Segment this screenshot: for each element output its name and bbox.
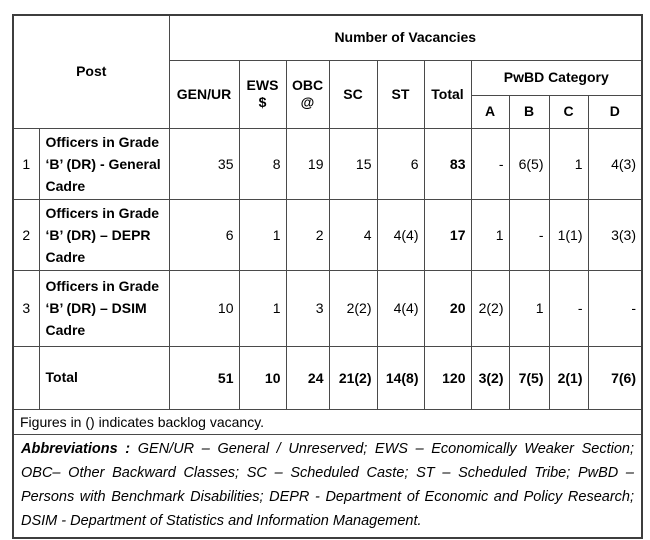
total-sno-empty — [12, 345, 40, 410]
header-st: ST — [376, 59, 425, 129]
header-row-top: Post Number of Vacancies — [12, 14, 643, 129]
value-cell: 4(4) — [376, 269, 425, 347]
value-cell-total: 20 — [423, 269, 472, 347]
value-cell-total: 17 — [423, 198, 472, 271]
header-row-pwbd-subcols: A B C D — [13, 94, 643, 129]
abbreviations-note: Abbreviations : GEN/UR – General / Unres… — [12, 433, 643, 538]
value-cell: 1 — [508, 269, 550, 347]
value-cell: 6(5) — [508, 127, 550, 200]
value-cell-total: 83 — [423, 127, 472, 200]
value-cell: 2 — [285, 198, 330, 271]
total-row: Total 51 10 24 21(2) 14(8) 120 3(2) 7(5)… — [12, 345, 643, 410]
header-total: Total — [423, 59, 472, 129]
value-cell: 2(2) — [328, 269, 378, 347]
total-value-cell: 7(6) — [587, 345, 643, 410]
value-cell: 19 — [285, 127, 330, 200]
header-number-of-vacancies: Number of Vacancies — [168, 14, 643, 61]
value-cell: 1 — [238, 269, 287, 347]
backlog-note: Figures in () indicates backlog vacancy. — [12, 408, 643, 435]
post-cell: Officers in Grade ‘B’ (DR) – DSIM Cadre — [38, 269, 170, 347]
sno-cell: 3 — [12, 269, 40, 347]
value-cell: 15 — [328, 127, 378, 200]
value-cell: 10 — [168, 269, 240, 347]
value-cell: 1(1) — [548, 198, 589, 271]
value-cell: 35 — [168, 127, 240, 200]
value-cell: - — [470, 127, 510, 200]
post-cell: Officers in Grade ‘B’ (DR) - General Cad… — [38, 127, 170, 200]
header-sc: SC — [328, 59, 378, 129]
header-pwbd-a: A — [470, 94, 510, 129]
header-pwbd-b: B — [508, 94, 550, 129]
header-pwbd-category: PwBD Category — [470, 59, 643, 96]
header-obc: OBC @ — [285, 59, 330, 129]
total-value-cell: 21(2) — [328, 345, 378, 410]
abbreviations-text: GEN/UR – General / Unreserved; EWS – Eco… — [21, 440, 635, 529]
vacancy-row-2: 2 Officers in Grade ‘B’ (DR) – DEPR Cadr… — [12, 198, 643, 271]
total-value-cell: 10 — [238, 345, 287, 410]
total-value-cell: 7(5) — [508, 345, 550, 410]
total-value-cell: 14(8) — [376, 345, 425, 410]
value-cell: 6 — [168, 198, 240, 271]
header-post: Post — [12, 14, 170, 129]
total-value-cell: 51 — [168, 345, 240, 410]
sno-cell: 2 — [12, 198, 40, 271]
value-cell: 1 — [238, 198, 287, 271]
value-cell: 8 — [238, 127, 287, 200]
value-cell: - — [548, 269, 589, 347]
total-value-cell: 24 — [285, 345, 330, 410]
vacancy-row-1: 1 Officers in Grade ‘B’ (DR) - General C… — [12, 127, 643, 200]
post-cell: Officers in Grade ‘B’ (DR) – DEPR Cadre — [38, 198, 170, 271]
total-value-cell: 120 — [423, 345, 472, 410]
abbreviations-label: Abbreviations : — [21, 440, 131, 457]
header-pwbd-c: C — [548, 94, 589, 129]
header-ews: EWS $ — [238, 59, 287, 129]
value-cell: - — [587, 269, 643, 347]
vacancies-table: Post Number of Vacancies GEN/UR EWS $ OB… — [12, 14, 643, 539]
value-cell: 1 — [470, 198, 510, 271]
vacancy-row-3: 3 Officers in Grade ‘B’ (DR) – DSIM Cadr… — [12, 269, 643, 347]
sno-cell: 1 — [12, 127, 40, 200]
total-value-cell: 2(1) — [548, 345, 589, 410]
value-cell: 4(3) — [587, 127, 643, 200]
value-cell: 6 — [376, 127, 425, 200]
value-cell: - — [508, 198, 550, 271]
value-cell: 4(4) — [376, 198, 425, 271]
abbreviations-row: Abbreviations : GEN/UR – General / Unres… — [12, 433, 643, 538]
header-gen-ur: GEN/UR — [168, 59, 240, 129]
header-pwbd-d: D — [587, 94, 643, 129]
value-cell: 3(3) — [587, 198, 643, 271]
value-cell: 2(2) — [470, 269, 510, 347]
value-cell: 1 — [548, 127, 589, 200]
total-label: Total — [38, 345, 170, 410]
backlog-note-row: Figures in () indicates backlog vacancy. — [12, 408, 643, 435]
total-value-cell: 3(2) — [470, 345, 510, 410]
value-cell: 3 — [285, 269, 330, 347]
value-cell: 4 — [328, 198, 378, 271]
